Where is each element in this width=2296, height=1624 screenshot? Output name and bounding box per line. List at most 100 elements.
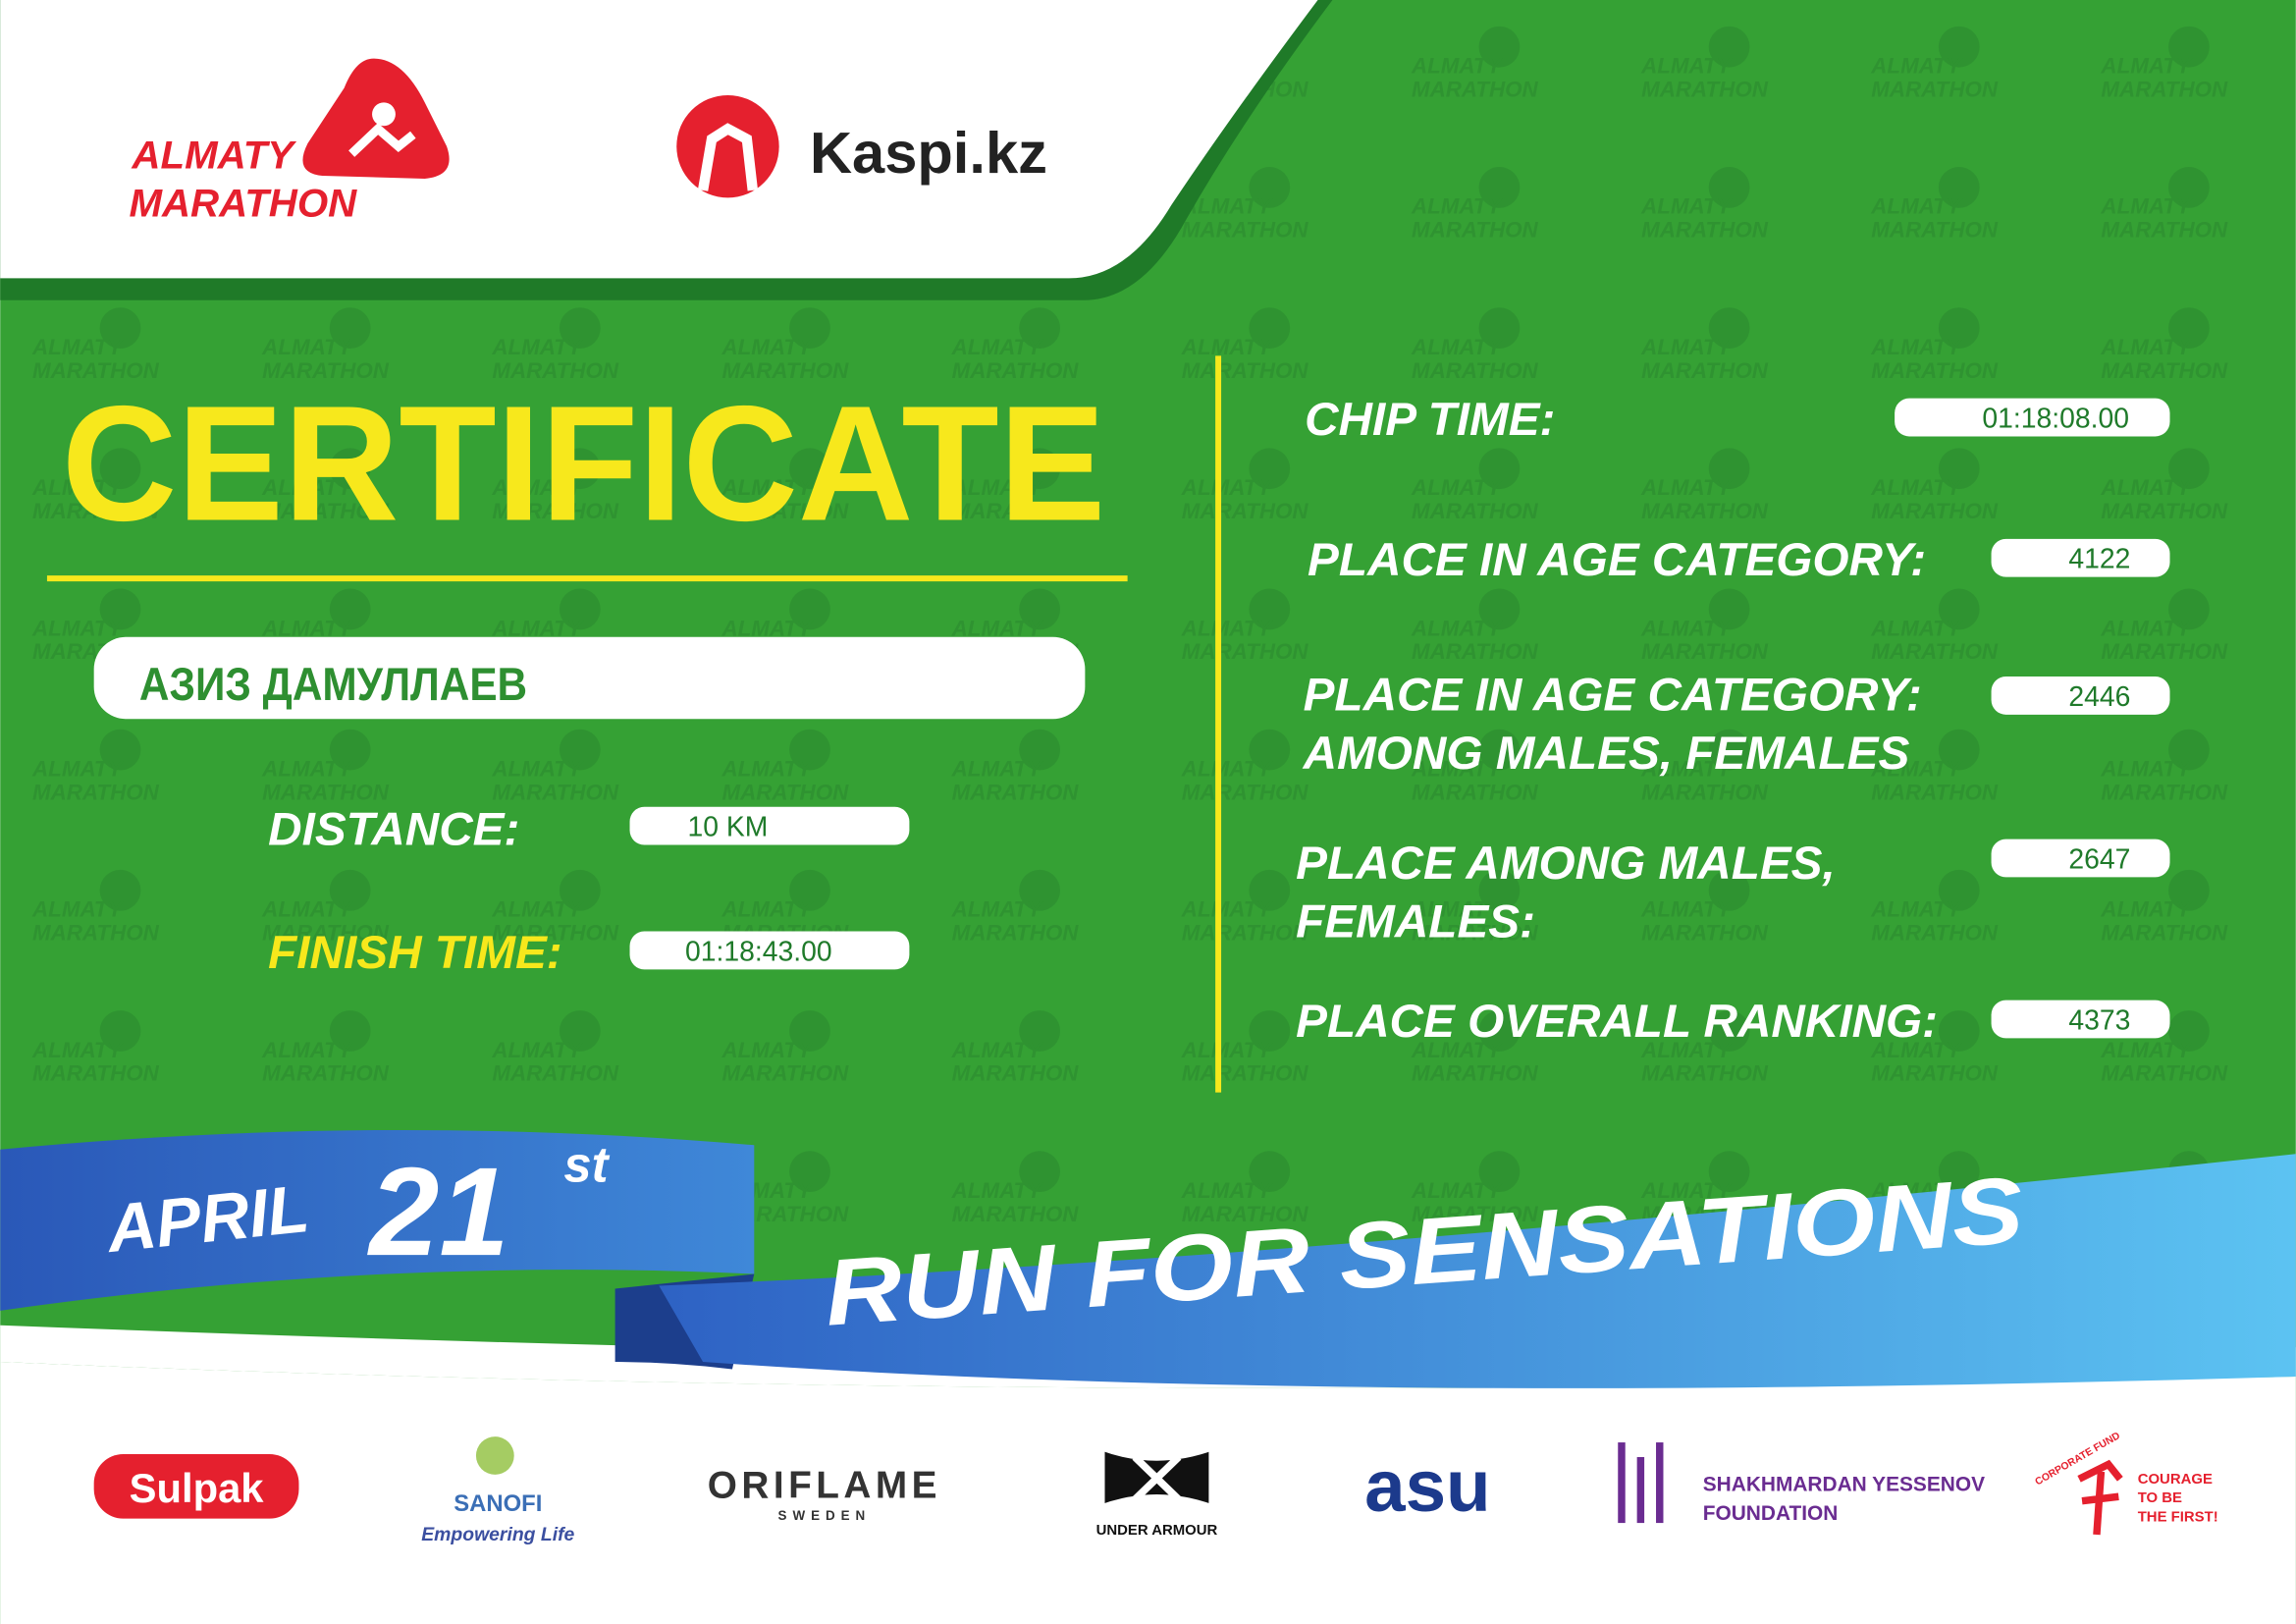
watermark-mark <box>2168 307 2210 349</box>
watermark-text: MARATHON <box>2101 639 2228 664</box>
watermark-text: ALMATY <box>951 475 1044 500</box>
watermark-text: MARATHON <box>1182 499 1309 523</box>
watermark-mark <box>1708 307 1750 349</box>
watermark-text: ALMATY <box>2100 897 2193 922</box>
watermark-mark <box>329 307 371 349</box>
watermark-text: ALMATY <box>2100 1038 2193 1062</box>
watermark-mark <box>559 729 601 771</box>
watermark-mark <box>1249 869 1291 911</box>
under-armour-logo <box>1097 1441 1216 1514</box>
watermark-mark <box>2168 167 2210 208</box>
result-value: 2647 <box>2068 843 2130 875</box>
watermark-text: ALMATY <box>951 897 1044 922</box>
watermark-mark <box>559 869 601 911</box>
sulpak-logo <box>93 1453 299 1519</box>
watermark-text: MARATHON <box>32 921 160 946</box>
watermark-text: MARATHON <box>1871 921 1999 946</box>
watermark-text: MARATHON <box>1641 780 1769 804</box>
watermark-text: MARATHON <box>2101 358 2228 383</box>
logo-runner <box>372 102 396 127</box>
watermark-mark <box>559 1010 601 1052</box>
watermark-mark <box>1708 588 1750 630</box>
watermark-mark <box>789 869 830 911</box>
watermark-text: MARATHON <box>1182 358 1309 383</box>
logo-runner <box>348 123 416 157</box>
result-value: 01:18:08.00 <box>1982 403 2129 434</box>
watermark-text: MARATHON <box>262 499 390 523</box>
watermark-mark <box>1708 1010 1750 1052</box>
watermark-text: ALMATY <box>491 1038 584 1062</box>
watermark-text: ALMATY <box>31 616 125 640</box>
partner-logo-text: ORIFLAME <box>708 1465 941 1507</box>
watermark-mark <box>329 588 371 630</box>
watermark-text: MARATHON <box>1412 1202 1539 1226</box>
watermark-text: MARATHON <box>492 358 619 383</box>
watermark-text: ALMATY <box>491 616 584 640</box>
watermark-text: MARATHON <box>721 499 849 523</box>
watermark-mark <box>99 588 141 630</box>
watermark-text: MARATHON <box>262 358 390 383</box>
watermark-text: ALMATY <box>1870 194 1963 219</box>
watermark-mark <box>2168 869 2210 911</box>
watermark-mark <box>1938 167 1980 208</box>
watermark-text: MARATHON <box>952 1061 1080 1086</box>
partner-logo-text: COURAGE <box>2138 1472 2213 1488</box>
watermark-text: ALMATY <box>1411 756 1504 781</box>
watermark-text: MARATHON <box>2101 77 2228 101</box>
watermark-text: MARATHON <box>1641 77 1769 101</box>
watermark-text: MARATHON <box>1412 77 1539 101</box>
banner-day-suffix: st <box>563 1137 610 1193</box>
watermark-text: MARATHON <box>1871 780 1999 804</box>
watermark-text: MARATHON <box>1182 780 1309 804</box>
watermark-mark <box>1478 1151 1521 1193</box>
watermark-text: MARATHON <box>1871 499 1999 523</box>
watermark-text: MARATHON <box>1871 1061 1999 1086</box>
watermark-text: ALMATY <box>261 616 354 640</box>
watermark-text: ALMATY <box>261 756 354 781</box>
watermark-text: MARATHON <box>1871 639 1999 664</box>
watermark-mark <box>1938 26 1980 68</box>
watermark-text: MARATHON <box>1871 77 1999 101</box>
watermark-text: ALMATY <box>2100 194 2193 219</box>
watermark-text: MARATHON <box>1412 499 1539 523</box>
watermark-text: ALMATY <box>2100 335 2193 359</box>
watermark-text: ALMATY <box>1870 335 1963 359</box>
value-box <box>1991 1000 2170 1039</box>
banner-day: 21 <box>367 1142 509 1282</box>
watermark-text: ALMATY <box>721 335 814 359</box>
watermark-text: MARATHON <box>1412 639 1539 664</box>
watermark-text: MARATHON <box>952 358 1080 383</box>
watermark-mark <box>1708 448 1750 490</box>
watermark-text: ALMATY <box>1181 756 1274 781</box>
watermark-text: ALMATY <box>721 897 814 922</box>
watermark-text: MARATHON <box>1641 1061 1769 1086</box>
watermark-text: ALMATY <box>1411 475 1504 500</box>
watermark-text: ALMATY <box>1411 897 1504 922</box>
watermark-mark <box>559 307 601 349</box>
watermark-mark <box>99 448 141 490</box>
field-label: DISTANCE: <box>268 804 519 856</box>
partner-logo-text: Sulpak <box>130 1465 265 1511</box>
watermark-text: MARATHON <box>1641 921 1769 946</box>
sponsor-logo-text: Kaspi.kz <box>810 120 1047 186</box>
value-box <box>1895 398 2170 437</box>
watermark-text: ALMATY <box>1411 616 1504 640</box>
watermark-text: ALMATY <box>31 335 125 359</box>
watermark-text: MARATHON <box>1871 358 1999 383</box>
value-box <box>1991 677 2170 715</box>
watermark-text: ALMATY <box>1411 194 1504 219</box>
watermark-mark <box>1249 307 1291 349</box>
watermark-text: MARATHON <box>1182 1061 1309 1086</box>
value-box <box>629 931 910 970</box>
watermark-text: MARATHON <box>1641 499 1769 523</box>
watermark-text: MARATHON <box>1641 639 1769 664</box>
watermark-mark <box>1249 1151 1291 1193</box>
watermark-text: MARATHON <box>1641 218 1769 243</box>
result-label: PLACE IN AGE CATEGORY: <box>1304 669 1922 721</box>
watermark-mark <box>1708 167 1750 208</box>
watermark-mark <box>1478 448 1521 490</box>
watermark-mark <box>1938 869 1980 911</box>
ribbon-left <box>0 1129 755 1311</box>
watermark-text: ALMATY <box>261 897 354 922</box>
